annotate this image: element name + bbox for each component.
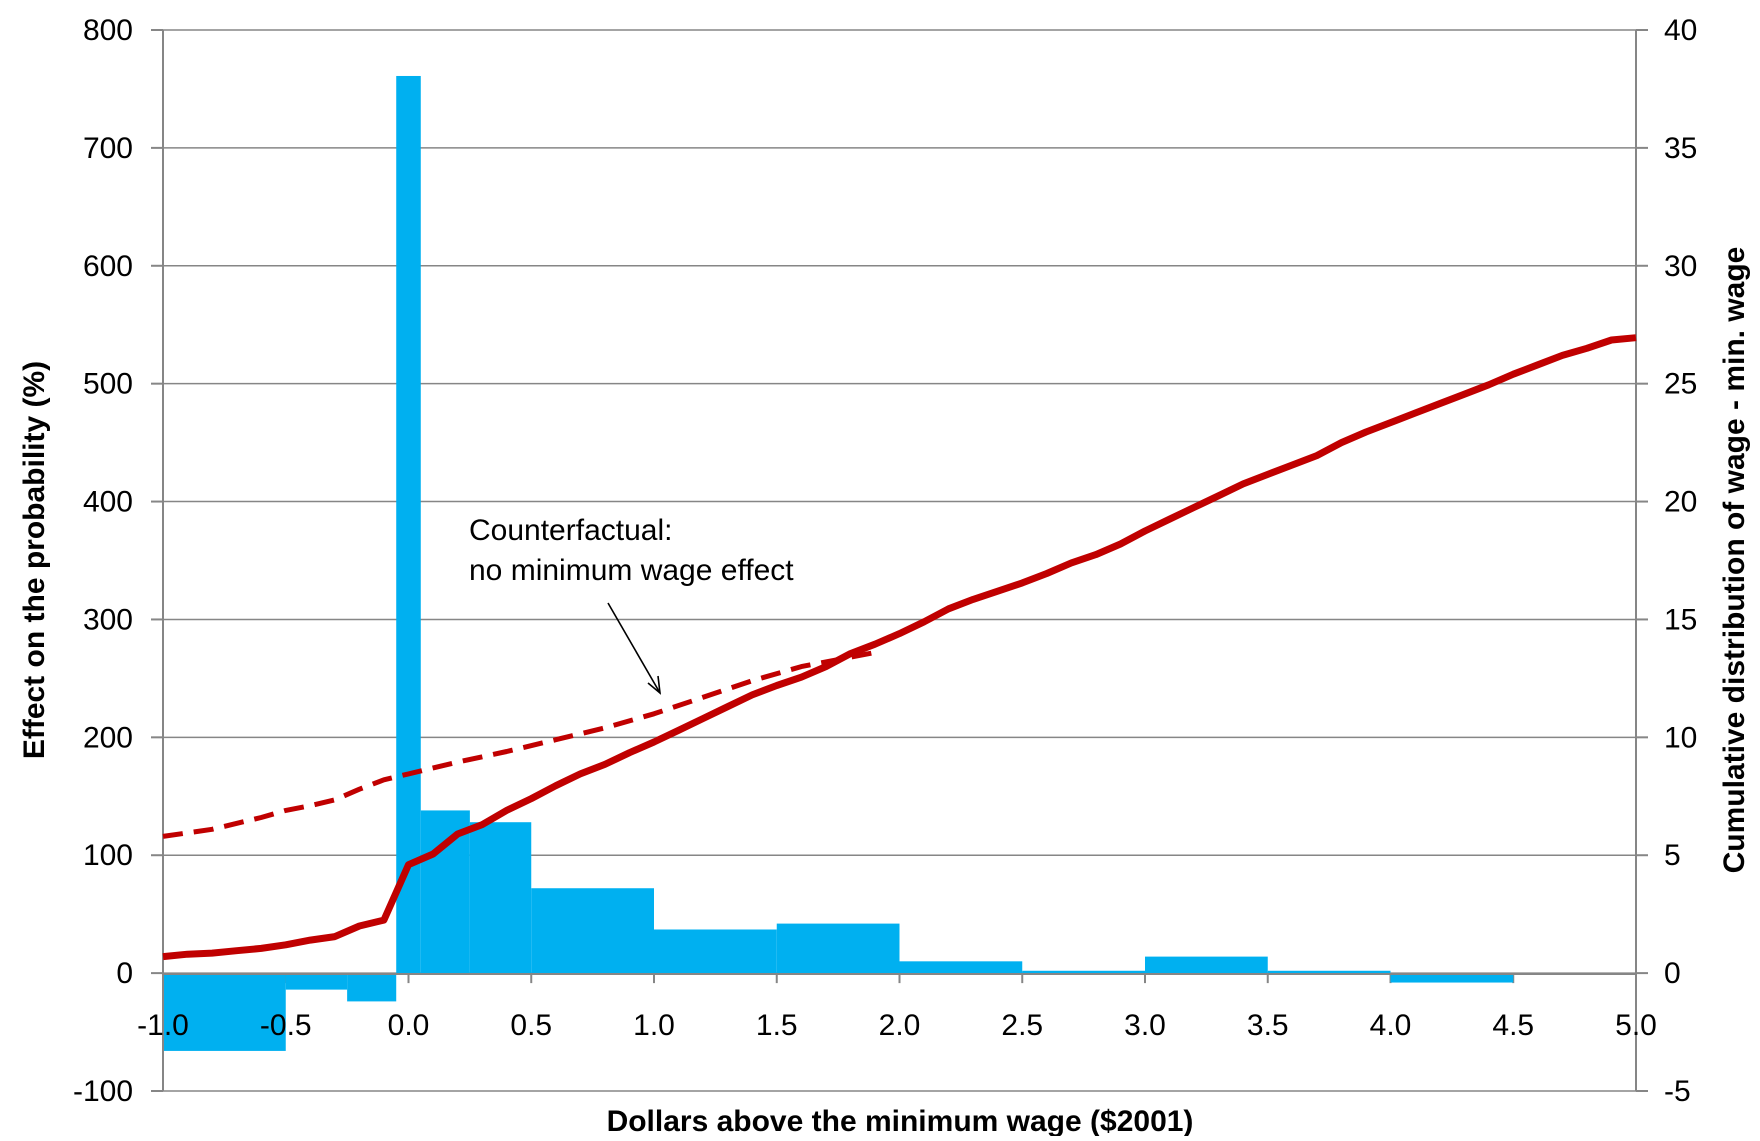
- histogram-bars: [163, 75, 1636, 1051]
- y-tick-label: 300: [83, 603, 133, 636]
- y2-tick-label: 15: [1664, 603, 1697, 636]
- x-tick-label: 3.0: [1124, 1009, 1166, 1042]
- y2-tick-label: 25: [1664, 368, 1697, 401]
- x-tick-label: 0.0: [388, 1009, 430, 1042]
- y2-tick-label: 40: [1664, 14, 1697, 47]
- histogram-bar: [396, 75, 421, 974]
- x-axis-title: Dollars above the minimum wage ($2001): [607, 1105, 1194, 1136]
- y-tick-label: 400: [83, 486, 133, 519]
- y2-tick-label: 5: [1664, 839, 1681, 872]
- histogram-bar: [531, 888, 654, 974]
- cumulative-line: [162, 334, 1637, 961]
- histogram-bar: [469, 822, 532, 974]
- histogram-bar: [1022, 970, 1145, 974]
- histogram-bar: [899, 961, 1023, 974]
- y2-tick-label: 30: [1664, 250, 1697, 283]
- histogram-bar: [1390, 973, 1514, 983]
- y-tick-label: 0: [116, 957, 133, 990]
- histogram-bar: [285, 973, 348, 990]
- x-tick-label: 5.0: [1615, 1009, 1657, 1042]
- y2-tick-label: 20: [1664, 486, 1697, 519]
- y2-axis-title: Cumulative distribution of wage - min. w…: [1718, 247, 1751, 874]
- x-tick-label: -0.5: [260, 1009, 312, 1042]
- annotation-arrow-shaft: [607, 602, 661, 694]
- histogram-bar: [654, 929, 777, 974]
- axes: [162, 30, 1637, 1091]
- x-tick-label: 2.5: [1001, 1009, 1043, 1042]
- histogram-bar: [420, 810, 470, 974]
- annotation: Counterfactual: no minimum wage effect: [469, 514, 794, 695]
- y2-tick-label: 10: [1664, 721, 1697, 754]
- x-tick-label: 2.0: [879, 1009, 921, 1042]
- y-tick-label: 700: [83, 132, 133, 165]
- x-tick-label: 4.0: [1370, 1009, 1412, 1042]
- y-tick-label: -100: [73, 1075, 133, 1108]
- histogram-bar: [776, 923, 900, 974]
- histogram-bar: [1267, 970, 1391, 974]
- x-tick-label: -1.0: [137, 1009, 189, 1042]
- y-tick-label: 100: [83, 839, 133, 872]
- histogram-bar: [1145, 956, 1268, 974]
- annotation-arrow-head: [647, 675, 662, 695]
- y-tick-label: 200: [83, 721, 133, 754]
- y-axis-title: Effect on the probability (%): [18, 361, 51, 759]
- histogram-bar: [163, 973, 286, 1051]
- y-tick-label: 800: [83, 14, 133, 47]
- y2-tick-label: 0: [1664, 957, 1681, 990]
- tick-labels: -100 0 100 200 300 400 500 600 700 800 -5 0 5 10 15 20 2…: [73, 14, 1697, 1108]
- annotation-line-2: no minimum wage effect: [469, 554, 794, 587]
- x-tick-label: 1.5: [756, 1009, 798, 1042]
- x-tick-label: 0.5: [510, 1009, 552, 1042]
- x-tick-label: 1.0: [633, 1009, 675, 1042]
- histogram-bar: [347, 973, 397, 1002]
- cumulative-lines: [162, 334, 1637, 961]
- annotation-line-1: Counterfactual:: [469, 514, 672, 547]
- y-tick-label: 600: [83, 250, 133, 283]
- x-tick-label: 4.5: [1492, 1009, 1534, 1042]
- y2-tick-label: -5: [1664, 1075, 1691, 1108]
- y-tick-label: 500: [83, 368, 133, 401]
- x-tick-label: 3.5: [1247, 1009, 1289, 1042]
- y2-tick-label: 35: [1664, 132, 1697, 165]
- counterfactual-line: [162, 650, 876, 839]
